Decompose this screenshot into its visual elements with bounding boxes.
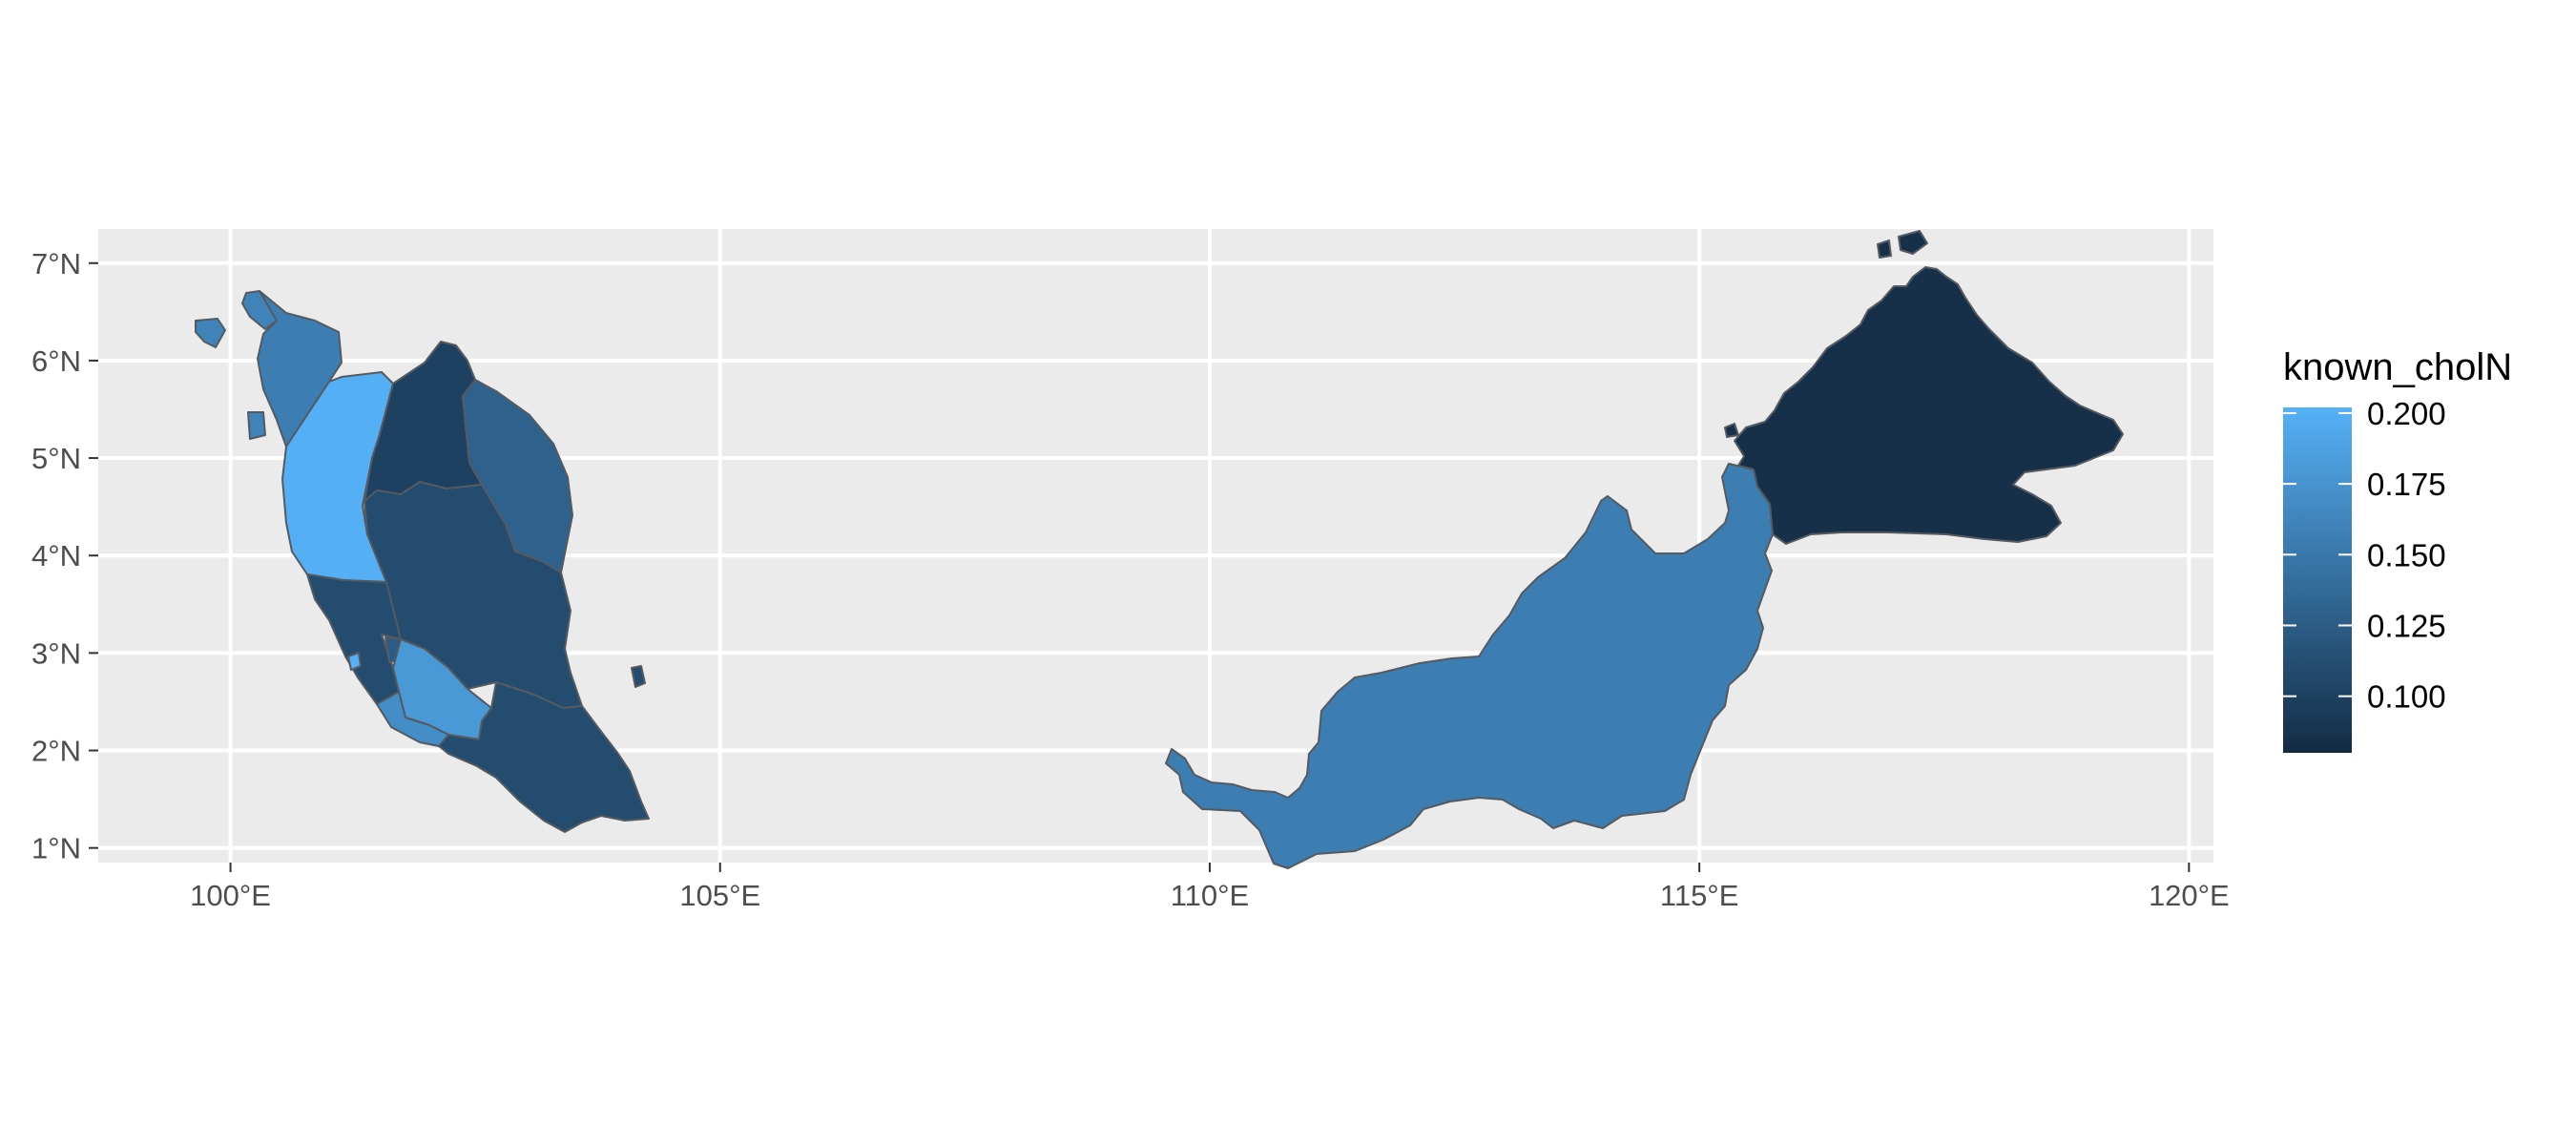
region-penang bbox=[247, 411, 266, 440]
region-sabah-labuan bbox=[1724, 423, 1739, 438]
region-perlis-langkawi bbox=[195, 318, 226, 348]
region-johor-islands bbox=[631, 665, 646, 688]
region-sabah bbox=[1734, 266, 2124, 545]
y-tick-label-5: 2°N bbox=[31, 735, 81, 768]
axes: 100°E 105°E 110°E 115°E 120°E 7°N 6°N 5°N 4°N 3°N… bbox=[31, 247, 2230, 912]
map-regions bbox=[195, 230, 2124, 869]
y-tick-label-2: 5°N bbox=[31, 442, 81, 475]
region-kedah bbox=[257, 290, 343, 448]
region-perak-pangkor bbox=[347, 652, 362, 671]
y-tick-label-6: 1°N bbox=[31, 832, 81, 865]
x-tick-label-2: 110°E bbox=[1171, 879, 1250, 912]
legend-label-2: 0.150 bbox=[2367, 537, 2446, 572]
x-tick-label-0: 100°E bbox=[190, 879, 271, 912]
x-tick-label-1: 105°E bbox=[679, 879, 760, 912]
legend-label-1: 0.175 bbox=[2367, 467, 2446, 502]
y-tick-label-0: 7°N bbox=[31, 247, 81, 281]
legend-ticks: 0.200 0.175 0.150 0.125 0.100 bbox=[2283, 396, 2446, 715]
legend-title: known_cholN bbox=[2283, 346, 2512, 388]
region-johor bbox=[438, 681, 650, 833]
legend-label-0: 0.200 bbox=[2367, 396, 2446, 431]
y-tick-label-4: 3°N bbox=[31, 636, 81, 670]
region-sabah-banggi bbox=[1898, 230, 1928, 255]
x-tick-label-3: 115°E bbox=[1660, 879, 1739, 912]
region-perak bbox=[281, 371, 394, 583]
region-sabah-balambangan bbox=[1877, 239, 1892, 259]
legend: known_cholN 0.200 0.175 0.150 0.125 0.100 bbox=[2283, 346, 2512, 753]
x-tick-label-4: 120°E bbox=[2149, 879, 2230, 912]
y-tick-label-3: 4°N bbox=[31, 539, 81, 572]
y-tick-label-1: 6°N bbox=[31, 344, 81, 378]
legend-label-3: 0.125 bbox=[2367, 608, 2446, 643]
legend-label-4: 0.100 bbox=[2367, 679, 2446, 715]
legend-colorbar bbox=[2283, 407, 2352, 753]
